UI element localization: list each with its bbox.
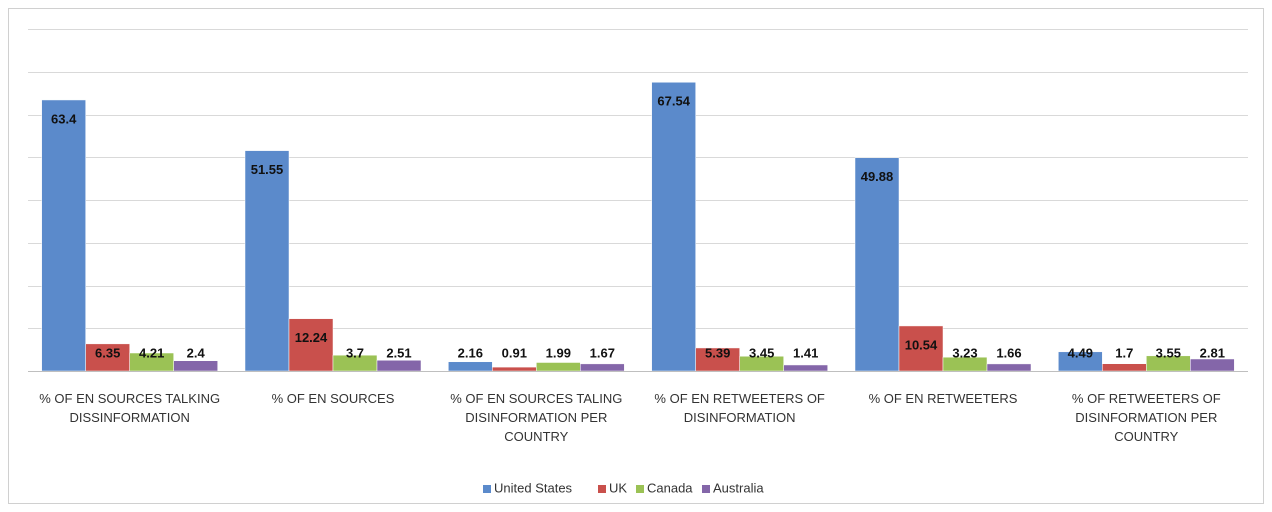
- x-tick-label: % OF EN SOURCES TALKING DISSINFORMATION: [39, 391, 221, 425]
- data-label: 1.7: [1115, 345, 1133, 360]
- bar: [448, 361, 493, 372]
- data-label: 6.35: [95, 345, 120, 360]
- legend-swatch: [483, 485, 491, 493]
- data-label: 4.49: [1068, 345, 1093, 360]
- bar: [854, 157, 900, 372]
- data-label: 5.39: [705, 345, 730, 360]
- data-label: 49.88: [861, 169, 894, 184]
- data-label: 3.23: [952, 345, 977, 360]
- data-label: 3.55: [1156, 345, 1181, 360]
- data-label: 1.41: [793, 345, 818, 360]
- x-tick-label: % OF EN SOURCES: [271, 391, 395, 406]
- data-label: 63.4: [51, 111, 77, 126]
- bar: [651, 82, 696, 372]
- chart-frame: [8, 8, 1264, 504]
- x-tick-label: % OF EN RETWEETERS: [868, 391, 1018, 406]
- data-label: 4.21: [139, 345, 164, 360]
- data-label: 10.54: [905, 337, 938, 352]
- bar: [492, 366, 537, 372]
- bar: [986, 363, 1032, 372]
- x-tick-label: % OF EN SOURCES TALING DISINFORMATION PE…: [450, 391, 623, 444]
- legend-label: Australia: [713, 480, 764, 495]
- bar: [898, 325, 944, 372]
- bar: [1190, 358, 1235, 372]
- data-label: 3.7: [346, 345, 364, 360]
- bar: [244, 150, 290, 372]
- bar: [580, 363, 625, 372]
- bar: [288, 318, 334, 372]
- data-label: 0.91: [502, 345, 527, 360]
- legend-label: United States: [494, 480, 573, 495]
- legend-label: UK: [609, 480, 627, 495]
- data-label: 2.16: [458, 345, 483, 360]
- bar: [783, 364, 828, 372]
- data-label: 2.4: [187, 345, 206, 360]
- data-label: 51.55: [251, 162, 284, 177]
- legend-swatch: [598, 485, 606, 493]
- data-label: 67.54: [657, 94, 690, 109]
- legend-swatch: [636, 485, 644, 493]
- x-tick-label: % OF RETWEETERS OF DISINFORMATION PER CO…: [1071, 391, 1221, 444]
- x-tick-label: % OF EN RETWEETERS OF DISINFORMATION: [654, 391, 825, 425]
- legend-label: Canada: [647, 480, 693, 495]
- bar: [1102, 363, 1147, 372]
- legend-swatch: [702, 485, 710, 493]
- bar: [536, 362, 581, 372]
- data-label: 1.66: [996, 345, 1021, 360]
- bar: [41, 99, 86, 372]
- data-label: 12.24: [295, 330, 328, 345]
- data-label: 2.81: [1200, 345, 1225, 360]
- bar: [173, 360, 218, 372]
- data-label: 1.67: [590, 345, 615, 360]
- bar: [376, 360, 422, 372]
- data-label: 2.51: [386, 345, 411, 360]
- data-label: 3.45: [749, 345, 774, 360]
- data-label: 1.99: [546, 345, 571, 360]
